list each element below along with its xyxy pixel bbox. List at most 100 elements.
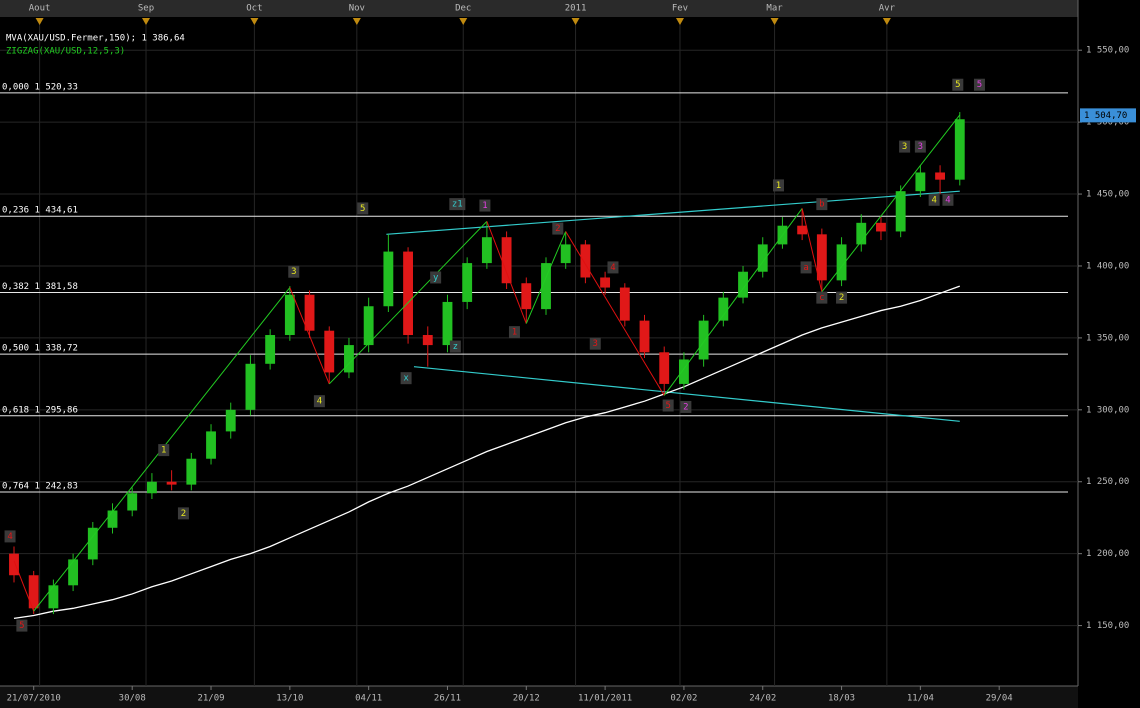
wave-label-box: [16, 619, 28, 632]
candle-body: [481, 237, 492, 264]
top-tick-label: 2011: [565, 4, 587, 14]
wave-label: 1: [512, 328, 517, 338]
trendline: [413, 366, 960, 422]
top-tick-marker: [770, 18, 779, 25]
wave-label-box: [400, 372, 412, 385]
wave-label: z1: [452, 200, 463, 210]
y-tick-label: 1 350,00: [1086, 333, 1129, 343]
wave-label: 4: [610, 263, 615, 273]
level-label: 0,000 1 520,33: [2, 82, 78, 92]
wave-label-box: [158, 444, 170, 457]
x-tick-label: 11/04: [907, 694, 934, 704]
candle-body: [166, 481, 177, 485]
wave-label: 5: [360, 204, 365, 214]
wave-label-box: [552, 222, 564, 235]
wave-label-box: [899, 140, 911, 153]
top-tick-label: Aout: [29, 4, 51, 14]
zigzag-segment: [565, 231, 665, 396]
zigzag-segment: [821, 114, 961, 293]
wave-label: 2: [181, 509, 186, 519]
candle-body: [580, 244, 591, 278]
x-tick-label: 20/12: [513, 694, 540, 704]
zigzag-segment: [801, 208, 823, 292]
candle-body: [757, 244, 768, 272]
wave-label-box: [449, 340, 461, 353]
wave-label: 1: [482, 201, 487, 211]
top-tick-label: Mar: [766, 4, 783, 14]
candle-body: [935, 172, 945, 180]
wave-label: y: [433, 273, 439, 283]
candle-body: [797, 225, 808, 235]
wave-label-box: [508, 326, 520, 339]
wave-label: 2: [683, 402, 688, 412]
wave-label: 4: [317, 397, 322, 407]
level-label: 0,236 1 434,61: [2, 206, 78, 216]
wave-label-box: [928, 193, 940, 206]
candle-body: [541, 263, 551, 310]
wave-label-box: [4, 530, 16, 543]
top-tick-label: Sep: [138, 4, 154, 14]
candle-body: [895, 191, 906, 232]
y-tick-label: 1 400,00: [1086, 261, 1129, 271]
x-tick-label: 26/11: [434, 694, 461, 704]
top-tick-marker: [352, 18, 361, 25]
top-bar: [0, 0, 1078, 17]
wave-label-box: [914, 140, 926, 153]
wave-label-box: [816, 291, 828, 304]
candle-body: [954, 119, 965, 180]
wave-label: 5: [955, 80, 960, 90]
candle-body: [619, 287, 630, 321]
zigzag-segment: [13, 560, 35, 612]
candle-body: [48, 585, 59, 609]
wave-label: 3: [902, 142, 907, 152]
x-tick-label: 29/04: [986, 694, 1013, 704]
wave-label: c: [819, 293, 824, 303]
top-tick-label: Fev: [672, 4, 688, 14]
legend-mva: MVA(XAU/USD.Fermer,150); 1 386,64: [6, 34, 185, 44]
wave-label-box: [680, 400, 692, 413]
wave-label: 3: [593, 339, 598, 349]
candle-body: [698, 320, 709, 360]
candle-body: [383, 251, 394, 307]
candle-body: [68, 559, 79, 586]
wave-label: a: [803, 263, 808, 273]
wave-label: 5: [19, 621, 24, 631]
y-tick-label: 1 450,00: [1086, 190, 1129, 200]
top-tick-marker: [675, 18, 684, 25]
candle-body: [560, 244, 571, 264]
zigzag-segment: [328, 221, 488, 385]
x-tick-label: 04/11: [355, 694, 382, 704]
candle-body: [265, 335, 276, 364]
candle-body: [876, 222, 886, 232]
y-tick-label: 1 500,00: [1086, 118, 1129, 128]
x-tick-label: 02/02: [670, 694, 697, 704]
candle-body: [284, 294, 295, 336]
candle-body: [738, 271, 748, 298]
candle-body: [146, 481, 157, 494]
level-label: 0,500 1 338,72: [2, 344, 78, 354]
candle-body: [87, 527, 98, 560]
last-price-label: 1 504,70: [1084, 111, 1127, 121]
wave-label-box: [662, 399, 674, 412]
legend-zigzag: ZIGZAG(XAU/USD,12,5,3): [6, 47, 125, 57]
candle-body: [422, 335, 433, 346]
candle-body: [127, 493, 138, 511]
zigzag-segment: [525, 231, 567, 324]
x-tick-label: 13/10: [276, 694, 303, 704]
x-tick-label: 11/01/2011: [578, 694, 632, 704]
last-price-box: [1080, 108, 1136, 123]
candle-body: [245, 363, 256, 410]
bottom-bar: [0, 686, 1078, 708]
zigzag-segment: [486, 221, 527, 324]
wave-label: 5: [977, 80, 982, 90]
top-tick-label: Nov: [349, 4, 365, 14]
wave-label-box: [816, 198, 828, 211]
level-label: 0,382 1 381,58: [2, 282, 78, 292]
candle-body: [9, 553, 19, 576]
wave-label: 4: [945, 195, 950, 205]
candle-body: [521, 283, 532, 310]
wave-label: 1: [161, 446, 166, 456]
wave-label-box: [800, 261, 812, 274]
candle-body: [344, 345, 354, 373]
